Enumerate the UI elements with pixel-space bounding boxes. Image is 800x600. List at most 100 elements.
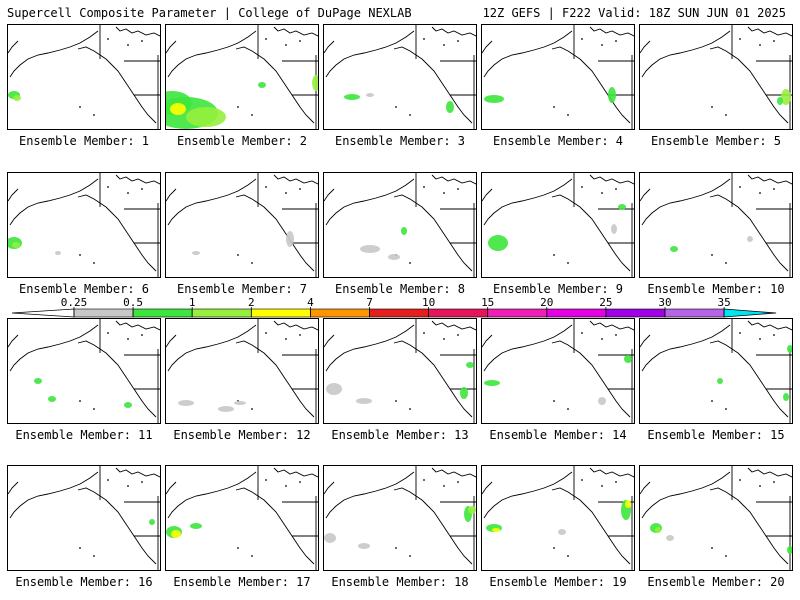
island bbox=[773, 40, 775, 42]
scp-contour bbox=[326, 383, 342, 395]
coastline-map bbox=[324, 319, 476, 423]
colorbar-tick-label: 25 bbox=[599, 296, 612, 309]
island bbox=[457, 481, 459, 483]
island bbox=[251, 555, 253, 557]
island bbox=[443, 44, 445, 46]
island bbox=[79, 106, 81, 108]
coastline bbox=[482, 334, 493, 348]
coastline bbox=[9, 324, 99, 372]
coastline bbox=[551, 46, 631, 124]
scp-contour bbox=[466, 362, 474, 368]
scp-contour bbox=[234, 401, 246, 405]
coastline bbox=[393, 487, 473, 565]
scp-contour bbox=[655, 527, 661, 533]
island bbox=[395, 547, 397, 549]
run-valid-time: 12Z GEFS | F222 Valid: 18Z SUN JUN 01 20… bbox=[482, 6, 786, 20]
island bbox=[739, 332, 741, 334]
island bbox=[567, 262, 569, 264]
coastline bbox=[273, 467, 318, 478]
island bbox=[107, 332, 109, 334]
island bbox=[773, 481, 775, 483]
coastline bbox=[77, 487, 157, 565]
scp-contour bbox=[178, 400, 194, 406]
island bbox=[457, 334, 459, 336]
coastline-map bbox=[8, 173, 160, 277]
coastline bbox=[393, 340, 473, 418]
island bbox=[423, 479, 425, 481]
scp-contour bbox=[611, 224, 617, 234]
island bbox=[93, 114, 95, 116]
ensemble-member-map bbox=[639, 24, 793, 130]
island bbox=[107, 186, 109, 188]
coastline bbox=[324, 40, 335, 54]
coastline-map bbox=[166, 25, 318, 129]
coastline bbox=[709, 487, 789, 565]
coastline bbox=[325, 178, 415, 226]
ensemble-member-map bbox=[7, 172, 161, 278]
island bbox=[615, 481, 617, 483]
scp-contour bbox=[446, 101, 454, 113]
coastline-map bbox=[324, 466, 476, 570]
island bbox=[615, 40, 617, 42]
colorbar-tick-label: 7 bbox=[366, 296, 373, 309]
coastline bbox=[640, 334, 651, 348]
coastline bbox=[115, 320, 160, 331]
island bbox=[443, 338, 445, 340]
colorbar-tick-label: 4 bbox=[307, 296, 314, 309]
ensemble-member-map bbox=[7, 24, 161, 130]
island bbox=[581, 186, 583, 188]
island bbox=[759, 192, 761, 194]
island bbox=[141, 188, 143, 190]
ensemble-member-map bbox=[639, 465, 793, 571]
coastline bbox=[235, 487, 315, 565]
ensemble-member-map bbox=[323, 465, 477, 571]
ensemble-member-map bbox=[323, 24, 477, 130]
coastline bbox=[167, 471, 257, 519]
colorbar-segment bbox=[73, 308, 134, 318]
island bbox=[759, 338, 761, 340]
colorbar-low-arrow bbox=[11, 308, 75, 318]
island bbox=[127, 192, 129, 194]
island bbox=[127, 44, 129, 46]
scp-contour bbox=[366, 93, 374, 97]
coastline bbox=[431, 174, 476, 185]
island bbox=[601, 485, 603, 487]
island bbox=[141, 481, 143, 483]
ensemble-member-label: Ensemble Member: 2 bbox=[176, 134, 308, 148]
coastline-map bbox=[166, 173, 318, 277]
scp-contour bbox=[468, 506, 476, 514]
island bbox=[409, 408, 411, 410]
ensemble-member-map bbox=[481, 24, 635, 130]
scp-contour bbox=[324, 533, 336, 543]
scp-contour bbox=[344, 94, 360, 100]
island bbox=[725, 262, 727, 264]
colorbar-high-arrow bbox=[723, 308, 777, 318]
ensemble-member-label: Ensemble Member: 19 bbox=[489, 575, 627, 589]
coastline bbox=[747, 467, 792, 478]
coastline bbox=[482, 481, 493, 495]
island bbox=[299, 334, 301, 336]
island bbox=[107, 38, 109, 40]
coastline bbox=[8, 40, 19, 54]
coastline bbox=[8, 188, 19, 202]
island bbox=[773, 188, 775, 190]
island bbox=[553, 254, 555, 256]
island bbox=[423, 332, 425, 334]
ensemble-member-label: Ensemble Member: 18 bbox=[331, 575, 469, 589]
island bbox=[251, 114, 253, 116]
coastline bbox=[167, 30, 257, 78]
scp-contour bbox=[124, 402, 132, 408]
scp-contour bbox=[48, 396, 56, 402]
island bbox=[107, 479, 109, 481]
coastline bbox=[166, 188, 177, 202]
coastline bbox=[235, 46, 315, 124]
ensemble-member-label: Ensemble Member: 16 bbox=[15, 575, 153, 589]
scp-contour bbox=[12, 242, 20, 248]
island bbox=[601, 338, 603, 340]
coastline bbox=[482, 40, 493, 54]
scp-contour bbox=[488, 235, 508, 251]
colorbar-segment bbox=[664, 308, 725, 318]
coastline bbox=[747, 174, 792, 185]
coastline bbox=[551, 340, 631, 418]
coastline bbox=[9, 471, 99, 519]
